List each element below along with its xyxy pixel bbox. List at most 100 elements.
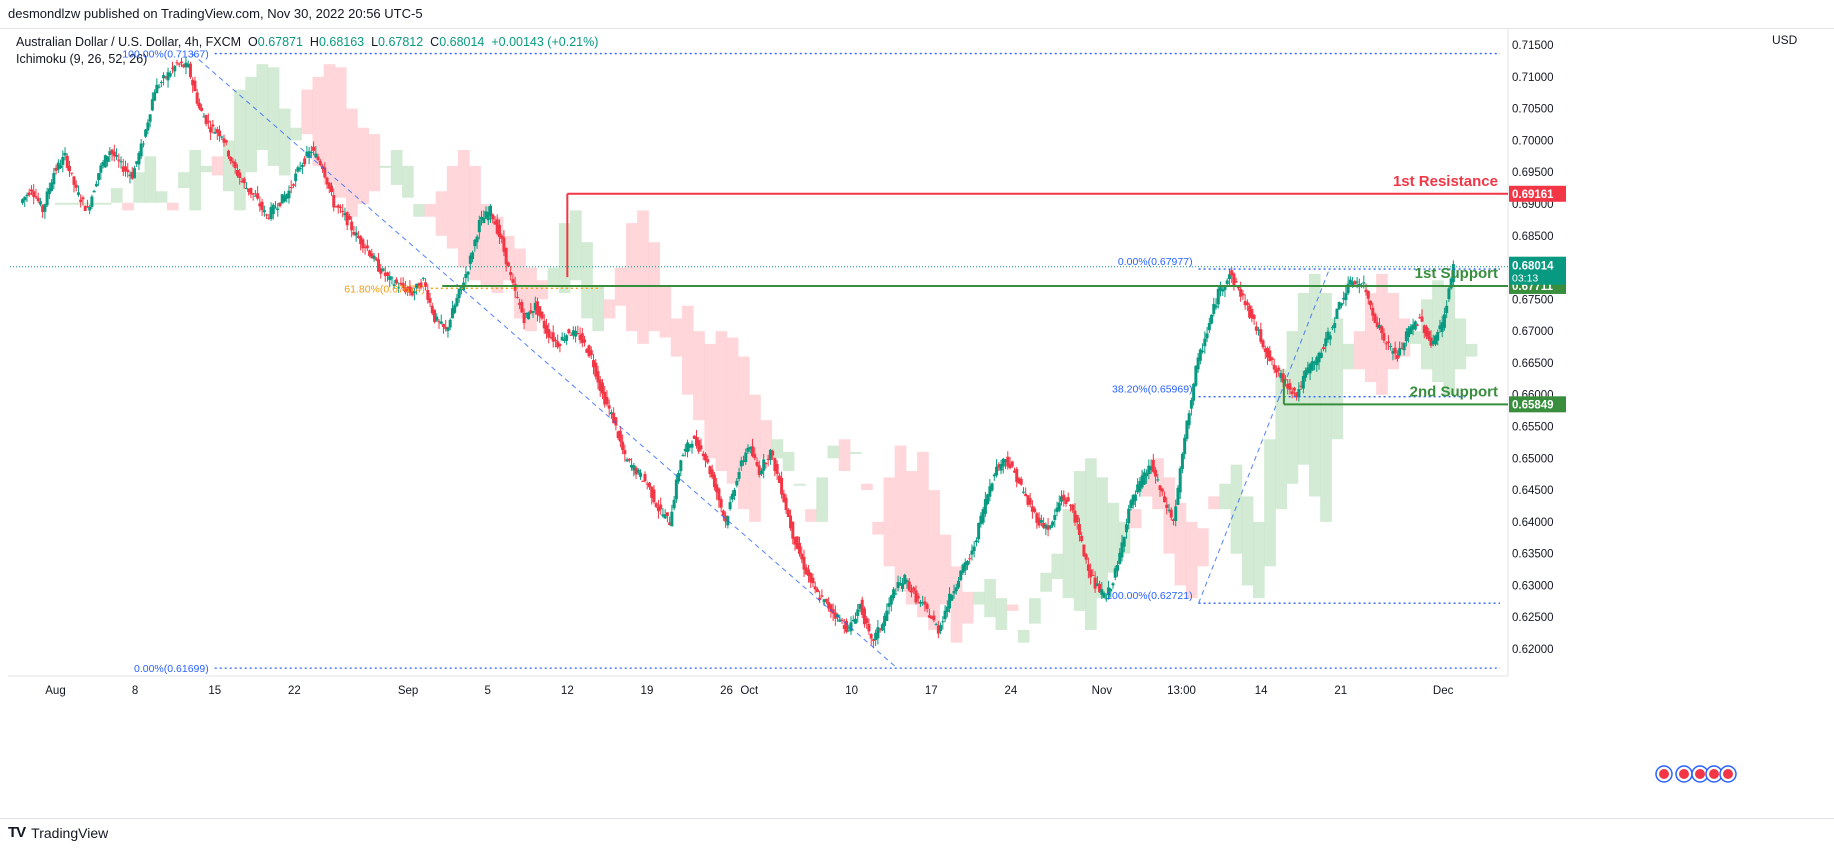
tradingview-logo-icon[interactable]: TV [8,824,26,841]
candle-up [838,619,842,622]
candle-down [222,138,226,143]
cloud-green-segment [278,108,291,176]
candle-up [1351,281,1355,287]
candle-down [36,197,40,201]
x-tick-label: 24 [1005,685,1018,697]
cloud-green-segment [234,89,246,211]
candle-up [119,161,123,163]
candle-down [645,483,649,485]
cloud-green-segment [178,172,190,189]
candle-up [50,182,54,191]
candle-down [802,556,806,570]
candle-up [372,255,376,259]
cloud-red-segment [872,521,884,535]
symbol-row[interactable]: Australian Dollar / U.S. Dollar, 4h, FXC… [16,34,598,51]
cloud-red-segment [435,191,448,236]
close-label: C [430,35,440,49]
candle-down [710,469,714,478]
candle-down [695,437,699,446]
candle-up [1189,400,1193,409]
candle-up [1095,583,1099,587]
candle-down [347,215,351,220]
candle-up [748,447,752,449]
candle-up [1122,536,1126,547]
candle-down [860,599,864,615]
price-chart[interactable]: 0.71500 0.71000 0.70500 0.70000 0.69500 0.690… [0,0,1834,818]
candle-up [1127,508,1131,524]
candle-up [952,591,956,594]
candle-down [659,504,663,510]
y-tick-label: 0.69000 [1512,199,1554,211]
indicator-row[interactable]: Ichimoku (9, 26, 52, 26) [16,52,148,66]
candle-up [950,594,954,601]
cloud-green-segment [1029,598,1041,624]
candle-down [800,553,804,560]
candle-down [338,207,342,209]
candle-up [1409,326,1413,334]
cloud-green-segment [1454,318,1467,370]
candle-up [439,321,443,324]
candle-down [110,149,114,154]
candle-up [1216,288,1220,305]
candle-up [1319,352,1323,358]
candle-up [677,472,681,482]
candle-down [1068,504,1072,506]
candle-down [509,271,513,276]
candle-down [936,625,940,634]
candle-up [381,268,385,271]
candle-down [211,124,215,127]
candle-up [979,515,983,525]
candle-up [276,208,280,211]
candle-down [712,474,716,488]
candle-up [343,213,347,216]
candle-up [300,165,304,167]
candle-up [847,627,851,629]
high-value: 0.68163 [318,35,365,49]
candle-down [515,296,519,298]
level-annotation: 1st Resistance [1393,173,1498,190]
candle-down [813,586,817,590]
candle-down [227,150,231,157]
candle-down [782,493,786,502]
candle-down [916,595,920,599]
cloud-red-segment [704,343,717,459]
x-tick-label: 22 [288,685,301,697]
cloud-red-segment [1163,477,1176,554]
cloud-green-segment [1051,553,1064,580]
candle-down [1369,300,1373,306]
candle-up [354,232,358,236]
symbol-name[interactable]: Australian Dollar / U.S. Dollar, 4h, FXC… [16,35,242,49]
cloud-red-segment [603,299,616,319]
candle-up [294,173,298,182]
candle-down [123,166,127,171]
candle-up [986,494,990,505]
candle-down [643,474,647,482]
candle-up [943,610,947,620]
candle-down [182,64,186,68]
candle-down [553,339,557,341]
cloud-green-segment [1308,273,1321,497]
candle-down [1375,322,1379,328]
candle-down [258,203,262,207]
candle-up [1413,321,1417,330]
candle-up [97,173,101,181]
candle-down [336,205,340,208]
candle-down [815,589,819,593]
candle-down [1272,364,1276,370]
candle-up [88,207,92,211]
y-axis-ticks: 0.71500 0.71000 0.70500 0.70000 0.69500 0.690… [1512,40,1554,656]
candle-down [840,619,844,621]
candle-up [1326,331,1330,340]
candle-down [426,290,430,300]
cloud-green-segment [771,439,784,459]
y-tick-label: 0.71500 [1512,40,1554,52]
candle-down [542,320,546,329]
candle-down [592,360,596,368]
candle-down [1254,326,1258,331]
cloud-red-segment [715,331,728,472]
candle-down [930,616,934,619]
candle-up [1447,288,1451,300]
x-tick-label: 14 [1255,685,1268,697]
candle-down [430,305,434,314]
level-price-text: 0.65849 [1512,399,1554,411]
